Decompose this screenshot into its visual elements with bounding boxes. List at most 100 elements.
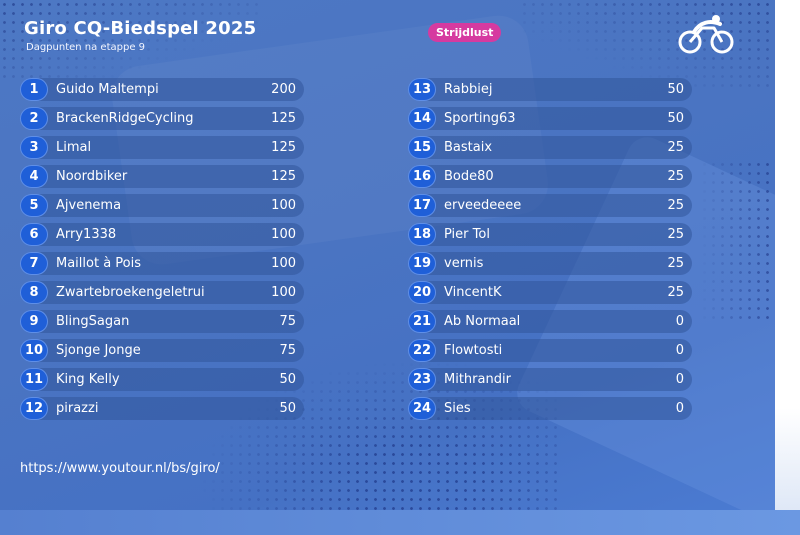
participant-name: Maillot à Pois (56, 256, 142, 271)
participant-name: King Kelly (56, 372, 120, 387)
participant-name: Bode80 (444, 169, 494, 184)
standings-row: 24 Sies 0 (408, 397, 692, 420)
rank-badge: 1 (20, 78, 48, 101)
points-value: 100 (271, 285, 296, 300)
rank-badge: 2 (20, 107, 48, 130)
rank-badge: 14 (408, 107, 436, 130)
participant-name: BrackenRidgeCycling (56, 111, 194, 126)
participant-name: VincentK (444, 285, 502, 300)
points-value: 100 (271, 227, 296, 242)
participant-name: Zwartebroekengeletrui (56, 285, 205, 300)
standings-row: 11 King Kelly 50 (20, 368, 304, 391)
standings-row: 23 Mithrandir 0 (408, 368, 692, 391)
points-value: 50 (279, 401, 296, 416)
rank-badge: 11 (20, 368, 48, 391)
points-value: 50 (667, 111, 684, 126)
participant-name: BlingSagan (56, 314, 130, 329)
points-value: 125 (271, 111, 296, 126)
page-margin (775, 0, 800, 510)
rank-badge: 5 (20, 194, 48, 217)
rank-badge: 17 (408, 194, 436, 217)
points-value: 0 (675, 372, 684, 387)
rank-badge: 12 (20, 397, 48, 420)
standings-card: Giro CQ-Biedspel 2025 Dagpunten na etapp… (0, 0, 775, 510)
standings-row: 4 Noordbiker 125 (20, 165, 304, 188)
standings-list-right: 13 Rabbiej 50 14 Sporting63 50 15 Bastaix 25 16 Bo… (408, 78, 692, 426)
standings-row: 19 vernis 25 (408, 252, 692, 275)
points-value: 25 (667, 169, 684, 184)
standings-row: 7 Maillot à Pois 100 (20, 252, 304, 275)
participant-name: Mithrandir (444, 372, 511, 387)
points-value: 0 (675, 314, 684, 329)
points-value: 25 (667, 285, 684, 300)
participant-name: pirazzi (56, 401, 99, 416)
points-value: 125 (271, 169, 296, 184)
points-value: 125 (271, 140, 296, 155)
rank-badge: 22 (408, 339, 436, 362)
participant-name: Sies (444, 401, 471, 416)
dot-pattern (0, 0, 260, 80)
standings-row: 14 Sporting63 50 (408, 107, 692, 130)
participant-name: Sporting63 (444, 111, 516, 126)
participant-name: Bastaix (444, 140, 493, 155)
rank-badge: 21 (408, 310, 436, 333)
rank-badge: 9 (20, 310, 48, 333)
participant-name: erveedeeee (444, 198, 522, 213)
standings-row: 20 VincentK 25 (408, 281, 692, 304)
points-value: 25 (667, 198, 684, 213)
footer-url[interactable]: https://www.youtour.nl/bs/giro/ (20, 461, 220, 476)
rank-badge: 7 (20, 252, 48, 275)
rank-badge: 3 (20, 136, 48, 159)
points-value: 25 (667, 256, 684, 271)
rank-badge: 8 (20, 281, 48, 304)
points-value: 25 (667, 227, 684, 242)
points-value: 100 (271, 198, 296, 213)
points-value: 75 (279, 314, 296, 329)
bottom-stripe (0, 510, 800, 535)
rank-badge: 23 (408, 368, 436, 391)
rank-badge: 19 (408, 252, 436, 275)
participant-name: Arry1338 (56, 227, 117, 242)
points-value: 25 (667, 140, 684, 155)
page-title: Giro CQ-Biedspel 2025 (24, 18, 257, 39)
standings-row: 17 erveedeeee 25 (408, 194, 692, 217)
participant-name: Limal (56, 140, 92, 155)
standings-list-left: 1 Guido Maltempi 200 2 BrackenRidgeCycling 12… (20, 78, 304, 426)
category-badge: Strijdlust (428, 23, 502, 42)
participant-name: Guido Maltempi (56, 82, 159, 97)
participant-name: vernis (444, 256, 484, 271)
participant-name: Ab Normaal (444, 314, 521, 329)
standings-row: 22 Flowtosti 0 (408, 339, 692, 362)
standings-row: 3 Limal 125 (20, 136, 304, 159)
standings-row: 12 pirazzi 50 (20, 397, 304, 420)
participant-name: Rabbiej (444, 82, 493, 97)
standings-row: 8 Zwartebroekengeletrui 100 (20, 281, 304, 304)
standings-row: 1 Guido Maltempi 200 (20, 78, 304, 101)
rank-badge: 13 (408, 78, 436, 101)
standings-row: 18 Pier Tol 25 (408, 223, 692, 246)
participant-name: Noordbiker (56, 169, 128, 184)
standings-row: 16 Bode80 25 (408, 165, 692, 188)
standings-row: 2 BrackenRidgeCycling 125 (20, 107, 304, 130)
participant-name: Ajvenema (56, 198, 122, 213)
rank-badge: 16 (408, 165, 436, 188)
rank-badge: 24 (408, 397, 436, 420)
participant-name: Pier Tol (444, 227, 490, 242)
points-value: 75 (279, 343, 296, 358)
page-subtitle: Dagpunten na etappe 9 (26, 42, 146, 53)
dot-pattern (700, 160, 775, 320)
rank-badge: 18 (408, 223, 436, 246)
points-value: 50 (667, 82, 684, 97)
rank-badge: 10 (20, 339, 48, 362)
points-value: 0 (675, 343, 684, 358)
standings-row: 13 Rabbiej 50 (408, 78, 692, 101)
participant-name: Flowtosti (444, 343, 503, 358)
rank-badge: 6 (20, 223, 48, 246)
rank-badge: 20 (408, 281, 436, 304)
rank-badge: 15 (408, 136, 436, 159)
points-value: 200 (271, 82, 296, 97)
points-value: 0 (675, 401, 684, 416)
standings-row: 21 Ab Normaal 0 (408, 310, 692, 333)
standings-row: 6 Arry1338 100 (20, 223, 304, 246)
participant-name: Sjonge Jonge (56, 343, 141, 358)
